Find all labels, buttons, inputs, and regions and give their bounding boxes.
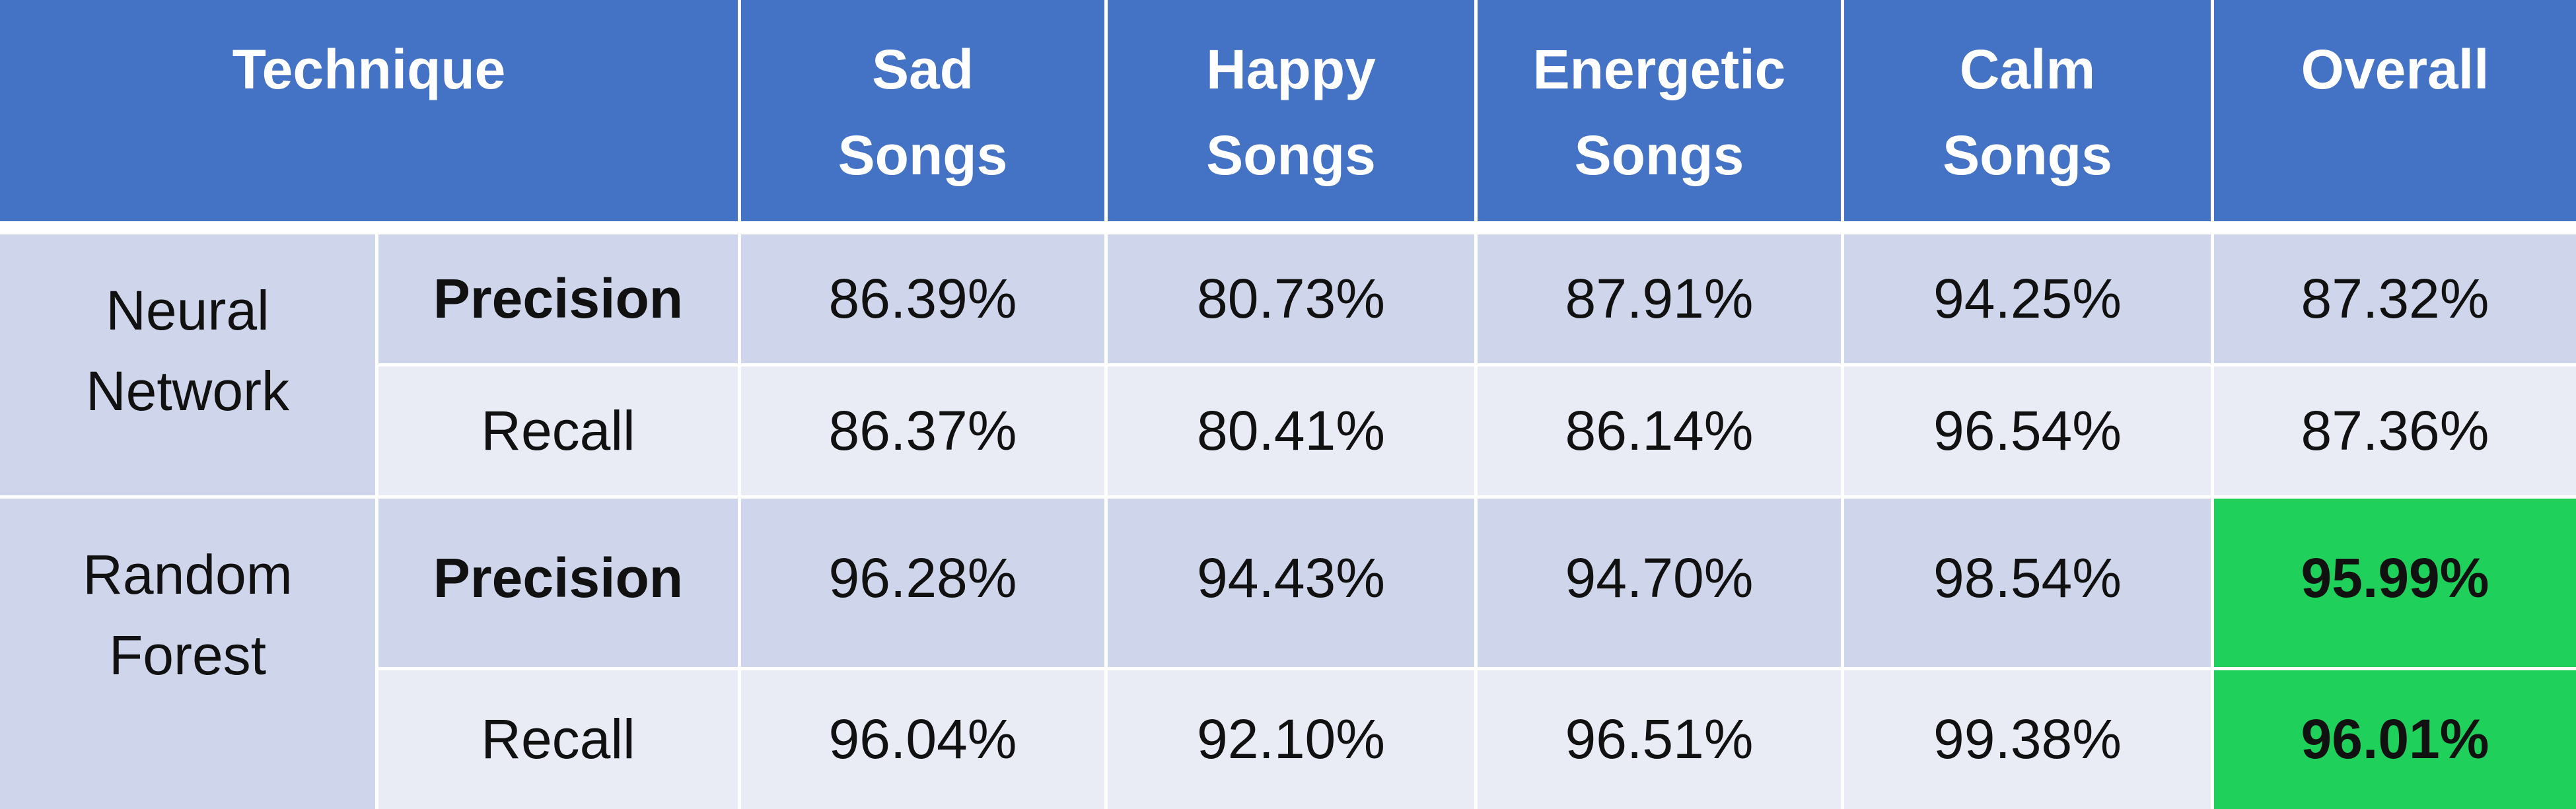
rf-precision-label: Precision	[378, 499, 738, 667]
rf-precision-happy: 94.43%	[1108, 499, 1474, 667]
nn-precision-calm: 94.25%	[1844, 234, 2211, 363]
header-overall: Overall	[2214, 0, 2576, 221]
nn-recall-sad: 86.37%	[741, 367, 1104, 495]
header-energetic-line2: Songs	[1574, 124, 1744, 187]
nn-precision-label: Precision	[378, 234, 738, 363]
header-calm-line2: Songs	[1943, 124, 2112, 187]
header-sad-line2: Songs	[838, 124, 1008, 187]
nn-precision-happy: 80.73%	[1108, 234, 1474, 363]
header-technique-label: Technique	[232, 38, 506, 100]
header-energetic-line1: Energetic	[1532, 38, 1786, 100]
nn-recall-energetic: 86.14%	[1478, 367, 1841, 495]
rf-recall-calm: 99.38%	[1844, 670, 2211, 809]
nn-precision-sad: 86.39%	[741, 234, 1104, 363]
rf-recall-overall: 96.01%	[2214, 670, 2576, 809]
rf-precision-overall: 95.99%	[2214, 499, 2576, 667]
rf-recall-sad: 96.04%	[741, 670, 1104, 809]
rf-recall-energetic: 96.51%	[1478, 670, 1841, 809]
group-random-forest-line2: Forest	[108, 623, 267, 686]
rf-recall-label: Recall	[378, 670, 738, 809]
nn-recall-label: Recall	[378, 367, 738, 495]
header-sad-songs: Sad Songs	[741, 0, 1104, 221]
header-sad-line1: Sad	[871, 38, 974, 100]
rf-precision-calm: 98.54%	[1844, 499, 2211, 667]
group-neural-network-line1: Neural	[106, 279, 269, 341]
nn-recall-happy: 80.41%	[1108, 367, 1474, 495]
header-technique: Technique	[0, 0, 738, 221]
group-random-forest: Random Forest	[0, 499, 375, 809]
nn-precision-overall: 87.32%	[2214, 234, 2576, 363]
header-calm-line1: Calm	[1959, 38, 2096, 100]
header-happy-line1: Happy	[1206, 38, 1376, 100]
header-energetic-songs: Energetic Songs	[1478, 0, 1841, 221]
rf-precision-energetic: 94.70%	[1478, 499, 1841, 667]
group-neural-network: Neural Network	[0, 234, 375, 495]
group-random-forest-line1: Random	[83, 544, 293, 606]
group-neural-network-line2: Network	[85, 359, 290, 422]
header-happy-songs: Happy Songs	[1108, 0, 1474, 221]
header-calm-songs: Calm Songs	[1844, 0, 2211, 221]
rf-precision-sad: 96.28%	[741, 499, 1104, 667]
nn-recall-calm: 96.54%	[1844, 367, 2211, 495]
header-overall-label: Overall	[2301, 38, 2489, 100]
nn-recall-overall: 87.36%	[2214, 367, 2576, 495]
rf-recall-happy: 92.10%	[1108, 670, 1474, 809]
nn-precision-energetic: 87.91%	[1478, 234, 1841, 363]
header-happy-line2: Songs	[1206, 124, 1376, 187]
